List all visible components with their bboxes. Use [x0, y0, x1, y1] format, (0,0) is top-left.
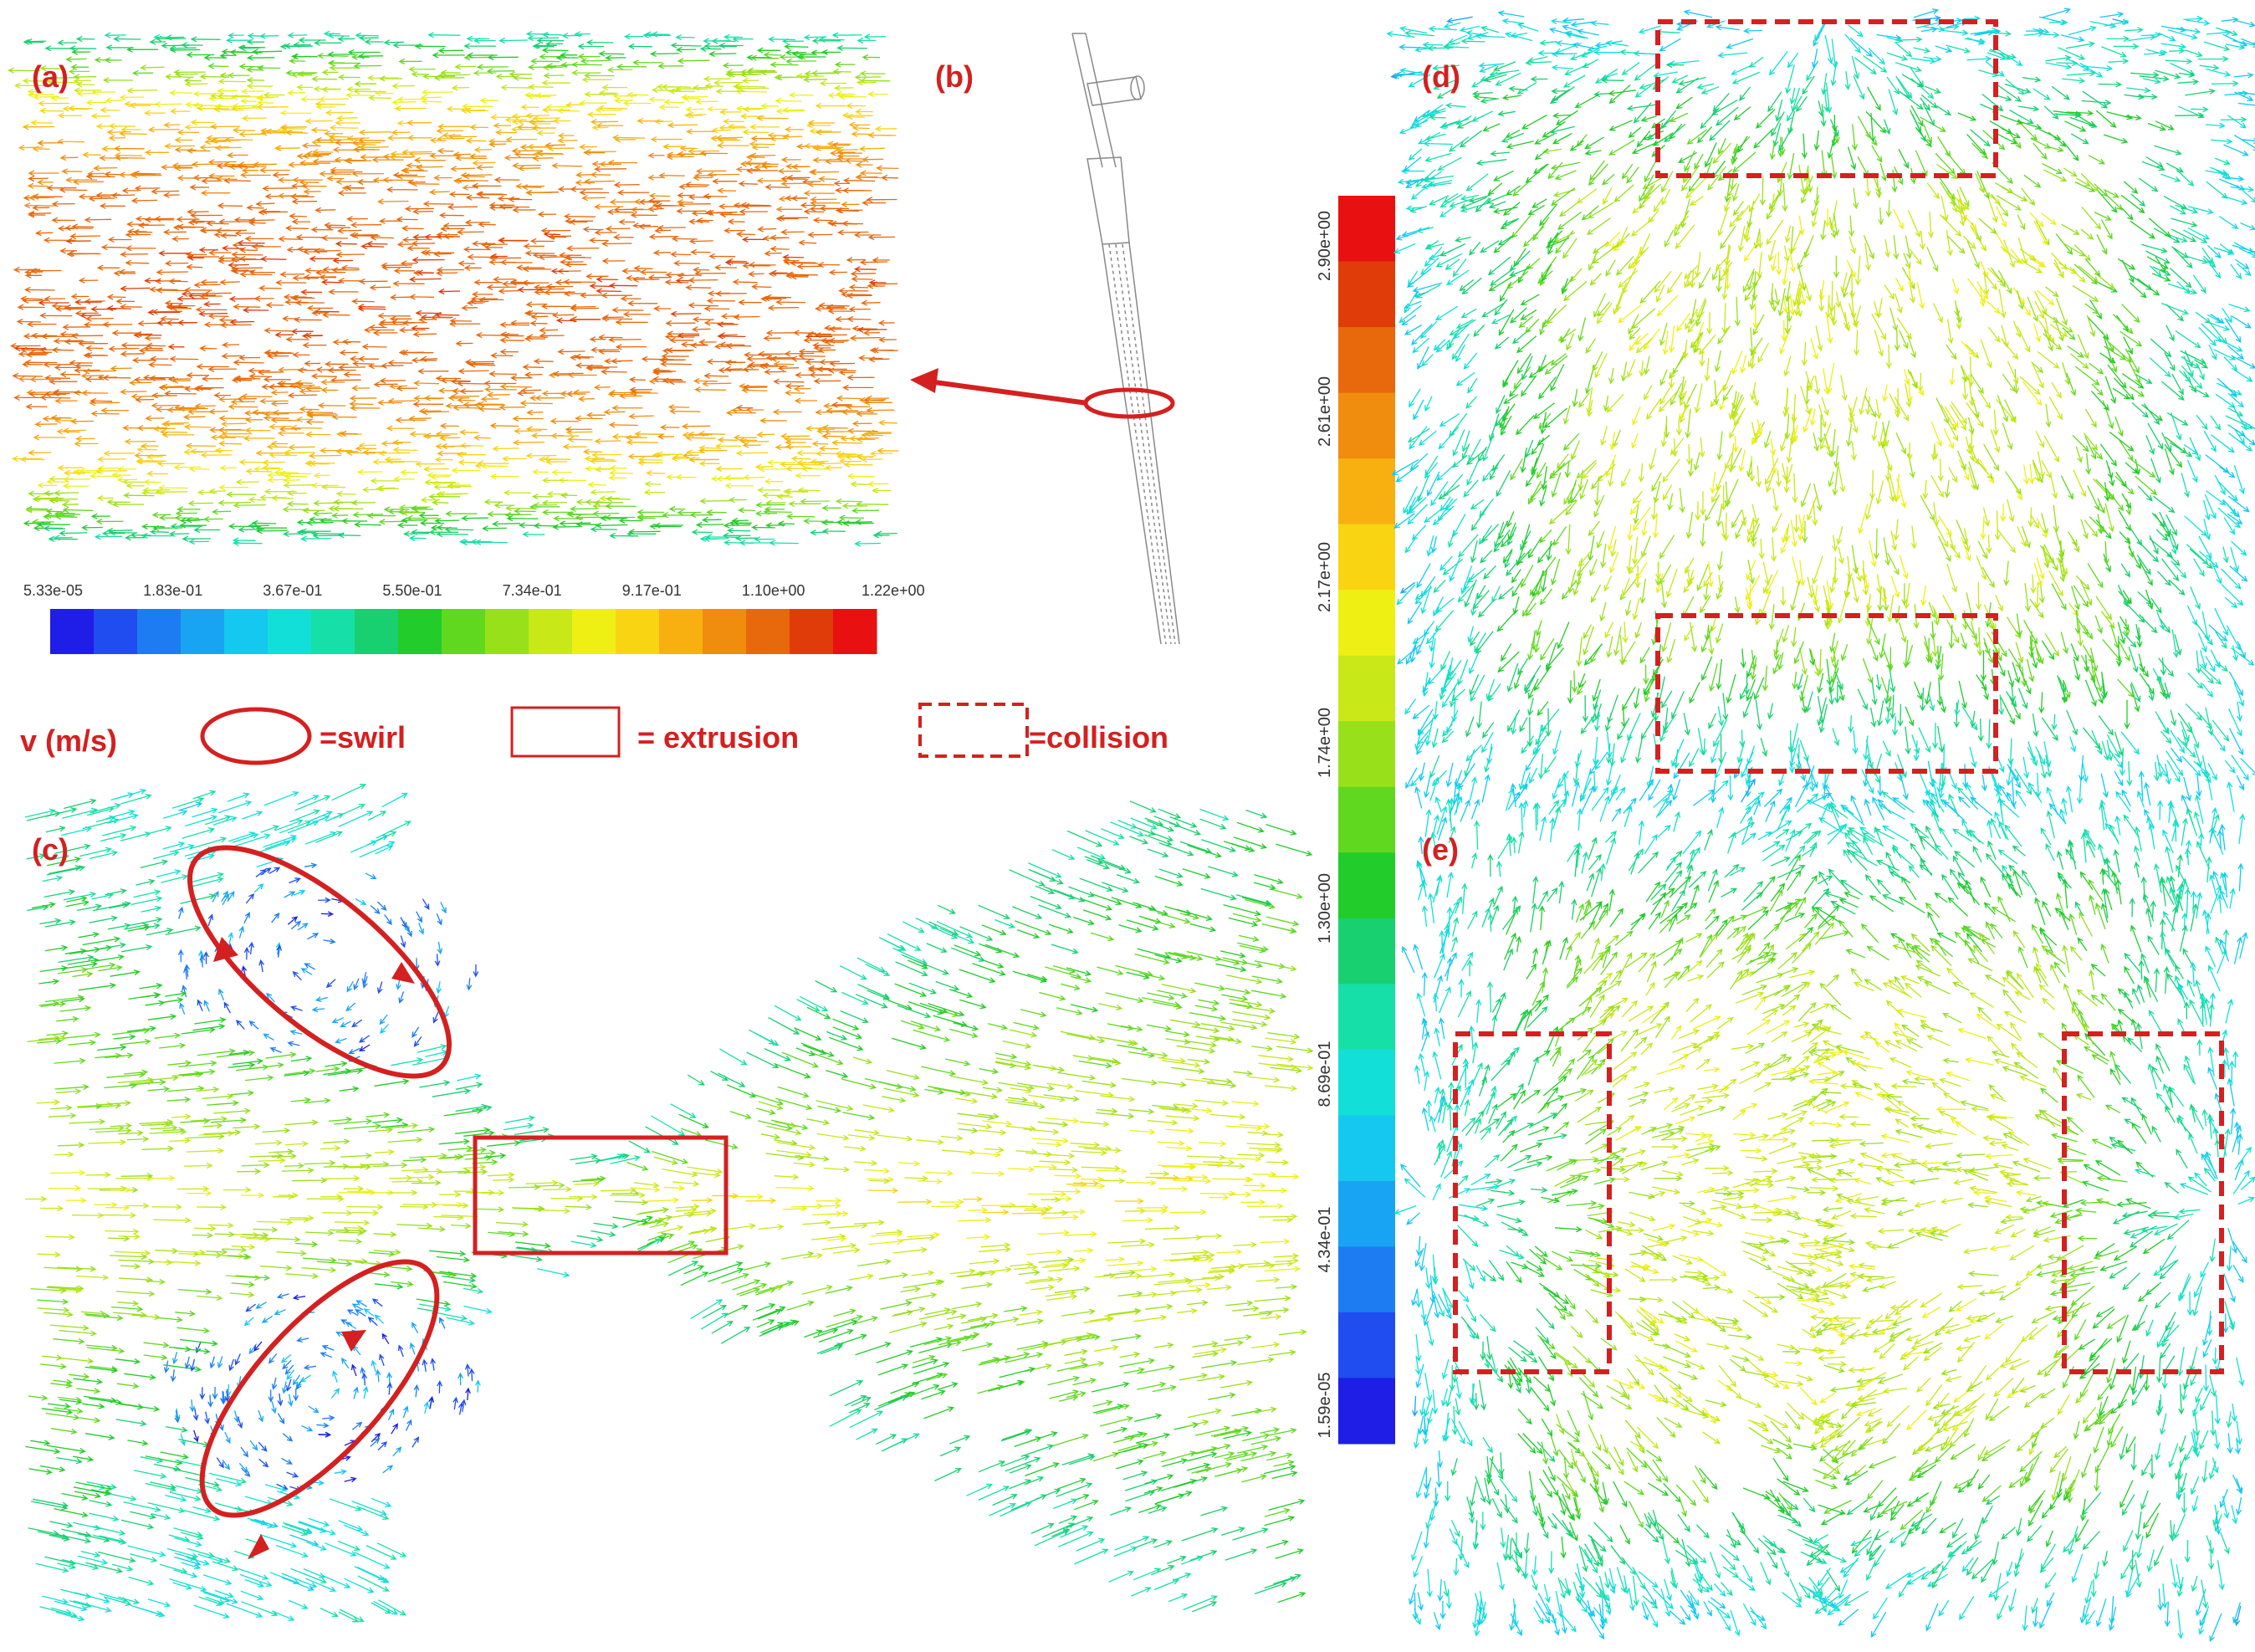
colorbar-horizontal-swatch: [268, 609, 312, 654]
panel-c-label: (c): [32, 832, 69, 867]
panel-d-collision-boxes: [1655, 19, 1998, 774]
colorbar-horizontal-swatch: [616, 609, 660, 654]
colorbar-horizontal-swatch: [355, 609, 399, 654]
colorbar-vertical-swatch: [1338, 1378, 1395, 1445]
colorbar-horizontal-swatch: [311, 609, 355, 654]
colorbar-horizontal-swatch: [790, 609, 834, 654]
colorbar-vertical-swatch: [1338, 392, 1395, 459]
colorbar-horizontal-tick-label: 3.67e-01: [263, 582, 322, 599]
legend-unit: v (m/s): [20, 724, 117, 758]
legend-swirl-text: =swirl: [320, 720, 406, 754]
legend-extrusion-text: = extrusion: [637, 720, 799, 754]
colorbar-horizontal-ticks: 5.33e-05 1.83e-01 3.67e-01 5.50e-01 7.34e-01…: [23, 582, 925, 599]
colorbar-horizontal-swatch: [833, 609, 877, 654]
colorbar-horizontal-tick-label: 7.34e-01: [503, 582, 562, 599]
colorbar-horizontal-swatch: [703, 609, 747, 654]
colorbar-vertical-tick-label: 1.30e+00: [1316, 873, 1334, 944]
colorbar-vertical-swatch: [1338, 1246, 1395, 1313]
colorbar-horizontal-tick-label: 1.83e-01: [143, 582, 202, 599]
legend-collision-symbol: [918, 703, 1029, 758]
colorbar-horizontal-swatch: [659, 609, 703, 654]
colorbar-vertical-tick-label: 1.59e-05: [1316, 1373, 1334, 1439]
colorbar-vertical-swatch: [1338, 1180, 1395, 1247]
colorbar-horizontal-tick-label: 5.33e-05: [23, 582, 83, 599]
colorbar-vertical-tick-label: 1.74e+00: [1316, 708, 1334, 778]
colorbar-horizontal-tick-label: 1.10e+00: [742, 582, 805, 599]
colorbar-vertical-tick-label: 8.69e-01: [1316, 1041, 1334, 1107]
colorbar-vertical-tick-label: 2.17e+00: [1316, 542, 1334, 612]
legend-swirl-symbol: [200, 707, 312, 765]
colorbar-vertical-ticks: 2.90e+00 2.61e+00 2.17e+00 1.74e+00 1.30e+00…: [1316, 211, 1334, 1438]
colorbar-vertical-swatch: [1338, 918, 1395, 985]
colorbar-vertical-swatch: [1338, 196, 1395, 263]
panel-d-label: (d): [1422, 59, 1460, 94]
colorbar-vertical-tick-label: 4.34e-01: [1316, 1207, 1334, 1273]
colorbar-vertical-swatch: [1338, 524, 1395, 591]
colorbar-vertical-swatch: [1338, 590, 1395, 657]
colorbar-horizontal-tick-label: 9.17e-01: [622, 582, 682, 599]
legend-extrusion-symbol: [510, 706, 621, 758]
colorbar-vertical-tick-label: 2.90e+00: [1316, 211, 1334, 281]
colorbar-vertical-swatch: [1338, 1115, 1395, 1182]
colorbar-horizontal-swatch: [746, 609, 790, 654]
colorbar-horizontal-swatch: [181, 609, 225, 654]
panel-b-geometry: [910, 33, 1180, 645]
colorbar-vertical-swatch: [1338, 1312, 1395, 1378]
colorbar-vertical-swatch: [1338, 458, 1395, 525]
colorbar-vertical-swatch: [1338, 327, 1395, 394]
colorbar-horizontal-tick-label: 5.50e-01: [382, 582, 442, 599]
colorbar-horizontal-swatch: [572, 609, 616, 654]
panel-e-label: (e): [1422, 832, 1459, 867]
panel-d-vector-field: [1386, 8, 2255, 808]
legend-collision-text: =collision: [1029, 720, 1168, 754]
colorbar-horizontal-swatch: [398, 609, 442, 654]
colorbar-horizontal-swatch: [529, 609, 573, 654]
colorbar-vertical-swatch: [1338, 261, 1395, 328]
colorbar-vertical: [1338, 196, 1395, 1445]
colorbar-horizontal-swatch: [50, 609, 95, 654]
colorbar-horizontal-swatch: [485, 609, 529, 654]
colorbar-horizontal-swatch: [137, 609, 182, 654]
colorbar-vertical-swatch: [1338, 852, 1395, 919]
colorbar-vertical-swatch: [1338, 984, 1395, 1051]
colorbar-vertical-swatch: [1338, 721, 1395, 788]
colorbar-vertical-tick-label: 2.61e+00: [1316, 376, 1334, 447]
colorbar-vertical-swatch: [1338, 1049, 1395, 1116]
panel-c-annotations: [187, 845, 729, 1559]
panel-e-vector-field: [1393, 770, 2255, 1643]
panel-a-label: (a): [32, 59, 69, 94]
panel-e-collision-boxes: [1453, 1031, 2224, 1374]
colorbar-horizontal-swatch: [94, 609, 138, 654]
colorbar-vertical-swatch: [1338, 655, 1395, 722]
colorbar-horizontal-tick-label: 1.22e+00: [862, 582, 925, 599]
panel-c-vector-field: [24, 784, 1314, 1623]
colorbar-horizontal-swatch: [442, 609, 486, 654]
colorbar-horizontal-swatch: [224, 609, 268, 654]
panel-a-vector-field: [8, 30, 899, 547]
colorbar-horizontal: [50, 609, 877, 654]
colorbar-vertical-swatch: [1338, 786, 1395, 853]
panel-b-label: (b): [935, 59, 974, 94]
